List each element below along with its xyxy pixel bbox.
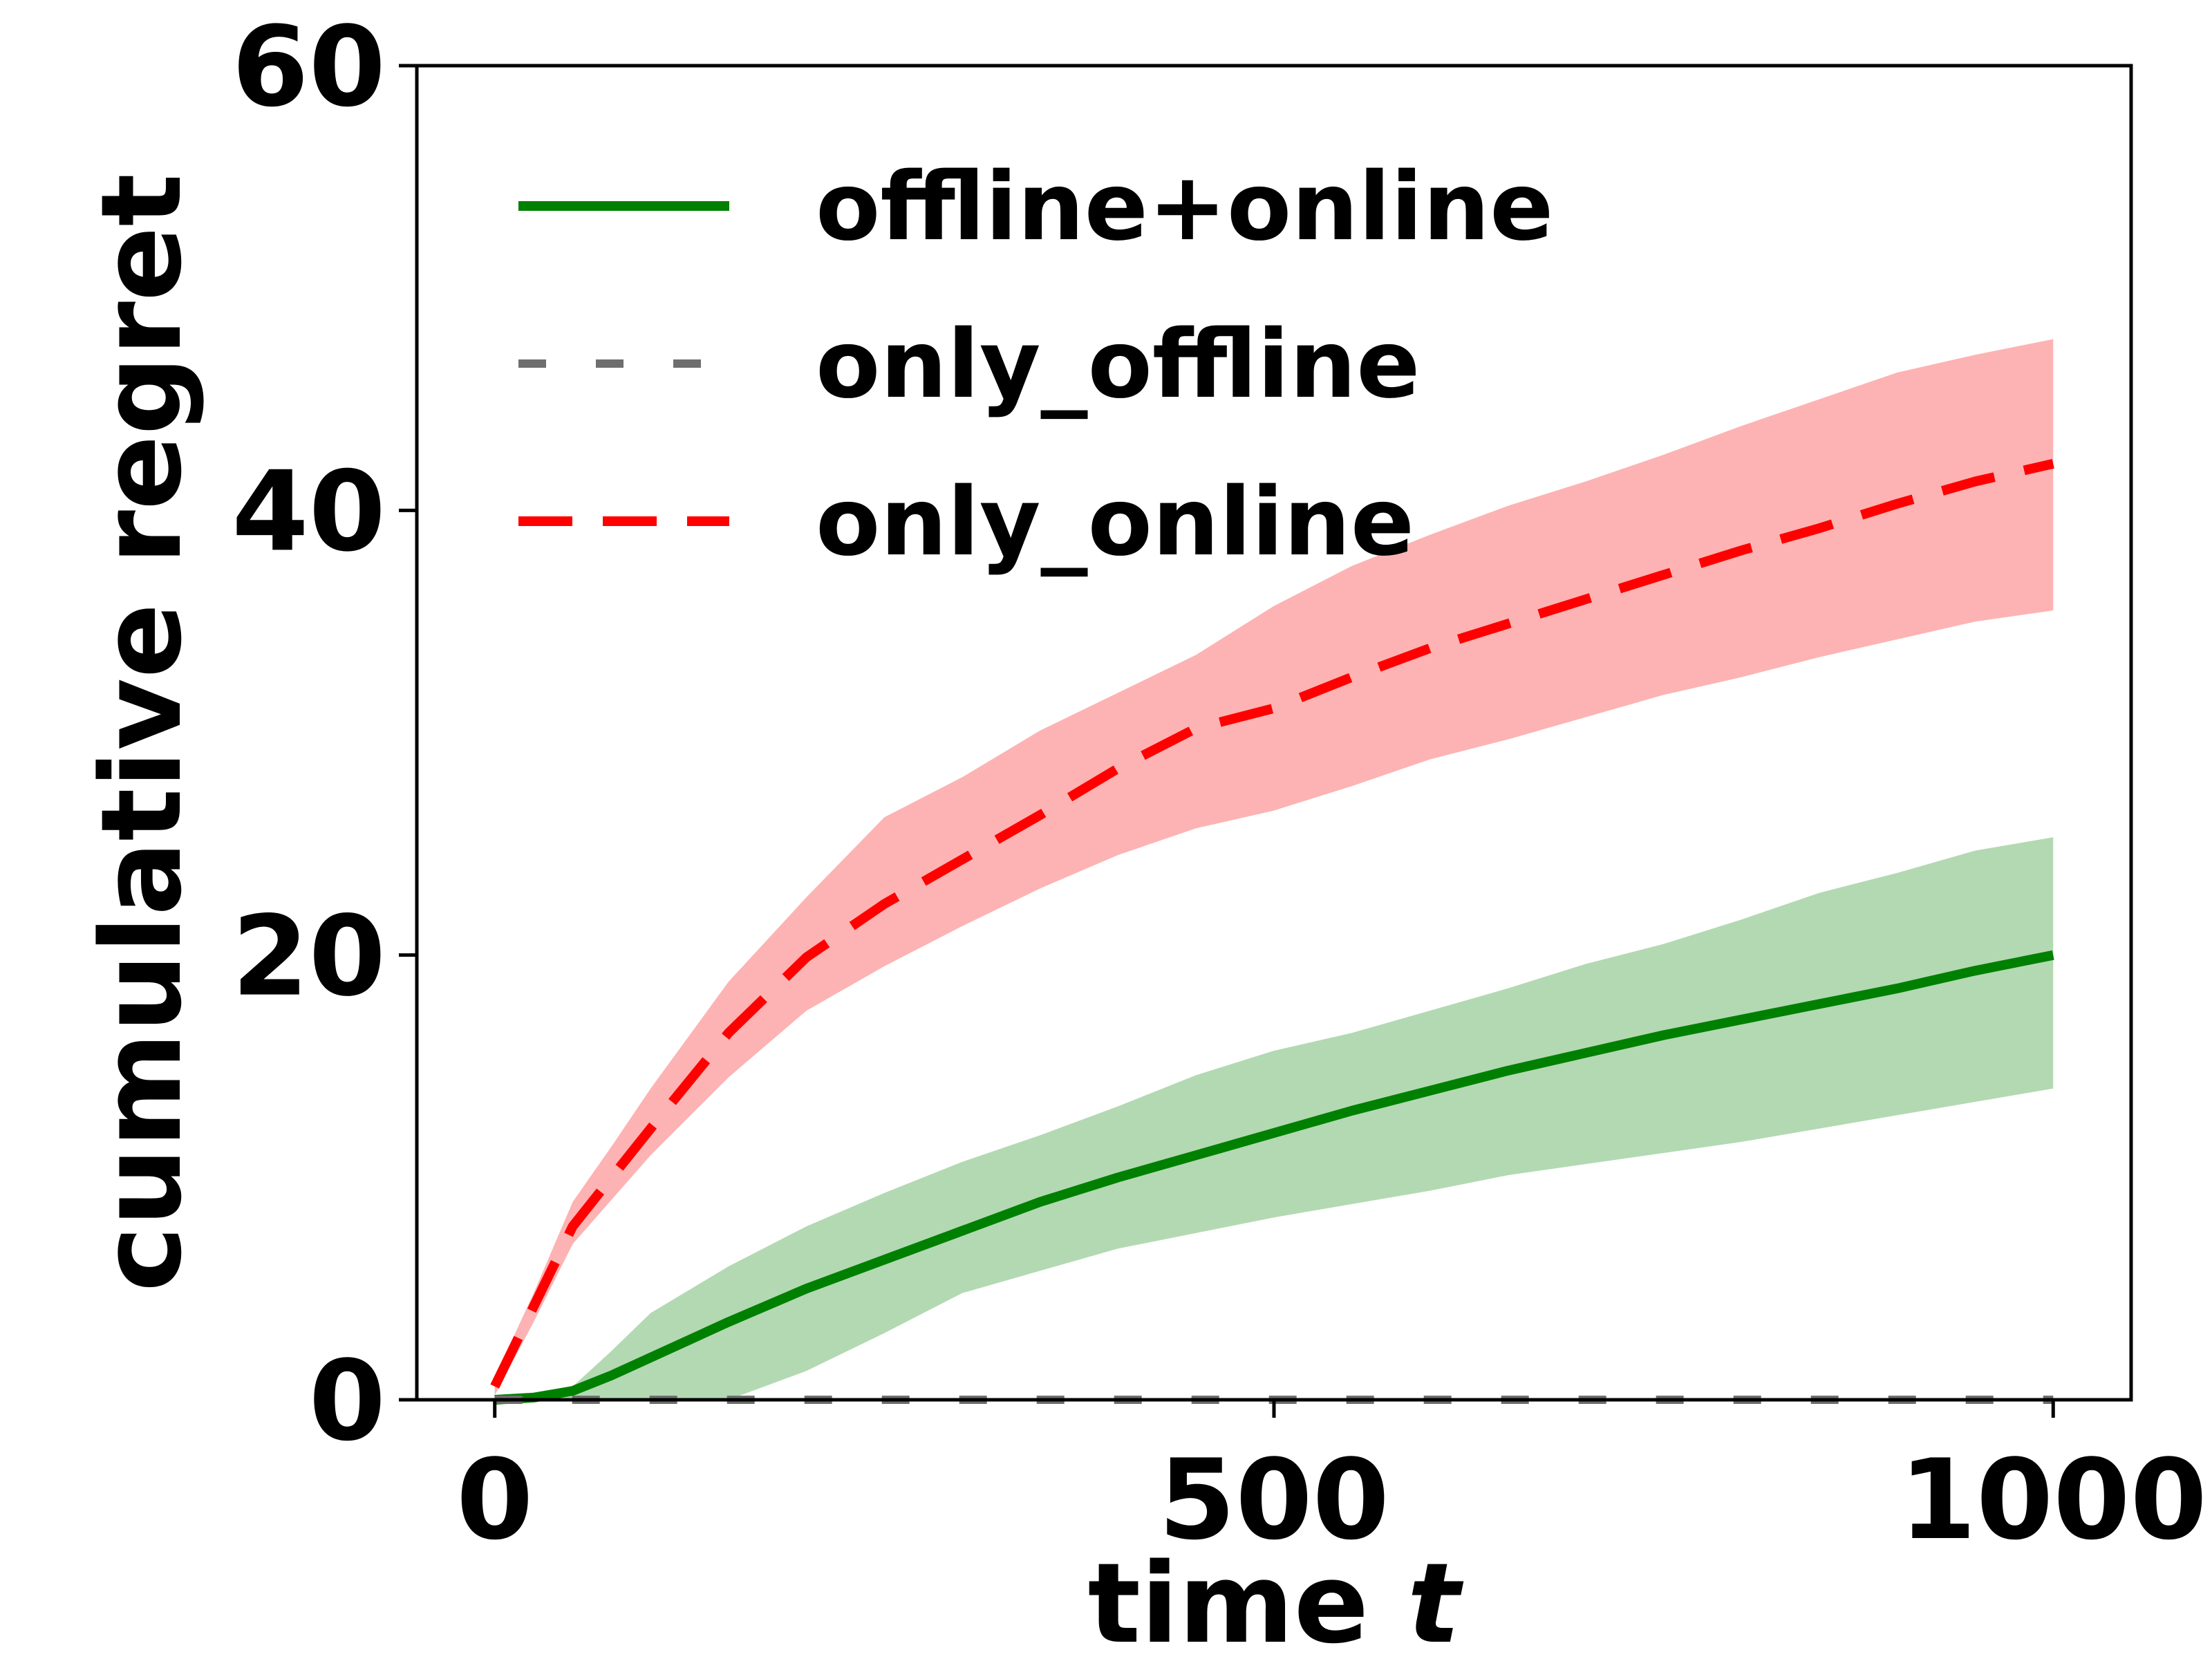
offline-online-line — [494, 950, 2054, 1405]
offline-online-band — [494, 837, 2054, 1400]
y-tick-label-40: 40 — [232, 447, 386, 576]
x-tick-label-500: 500 — [1159, 1435, 1389, 1564]
only-online-band — [494, 339, 2054, 1396]
legend-label-only-offline: only_offline — [816, 310, 1420, 420]
only-online-line — [490, 458, 2054, 1389]
y-tick-label-20: 20 — [232, 892, 386, 1021]
x-axis-label: time t — [1088, 1539, 1464, 1659]
x-axis-label-variable: t — [1407, 1539, 1464, 1659]
y-tick-label-60: 60 — [232, 2, 386, 131]
x-axis: 0 500 1000 — [456, 1400, 2207, 1564]
legend-label-offline-online: offline+online — [816, 153, 1553, 262]
x-tick-label-0: 0 — [456, 1435, 533, 1564]
y-tick-label-0: 0 — [309, 1336, 386, 1465]
legend: offline+online only_offline only_online — [518, 153, 1553, 577]
y-axis-label: cumulative regret — [77, 174, 206, 1292]
y-axis: 0 20 40 60 — [232, 2, 417, 1465]
legend-label-only-online: only_online — [816, 468, 1414, 577]
x-axis-label-text: time — [1088, 1539, 1369, 1659]
x-tick-label-1000: 1000 — [1900, 1435, 2207, 1564]
